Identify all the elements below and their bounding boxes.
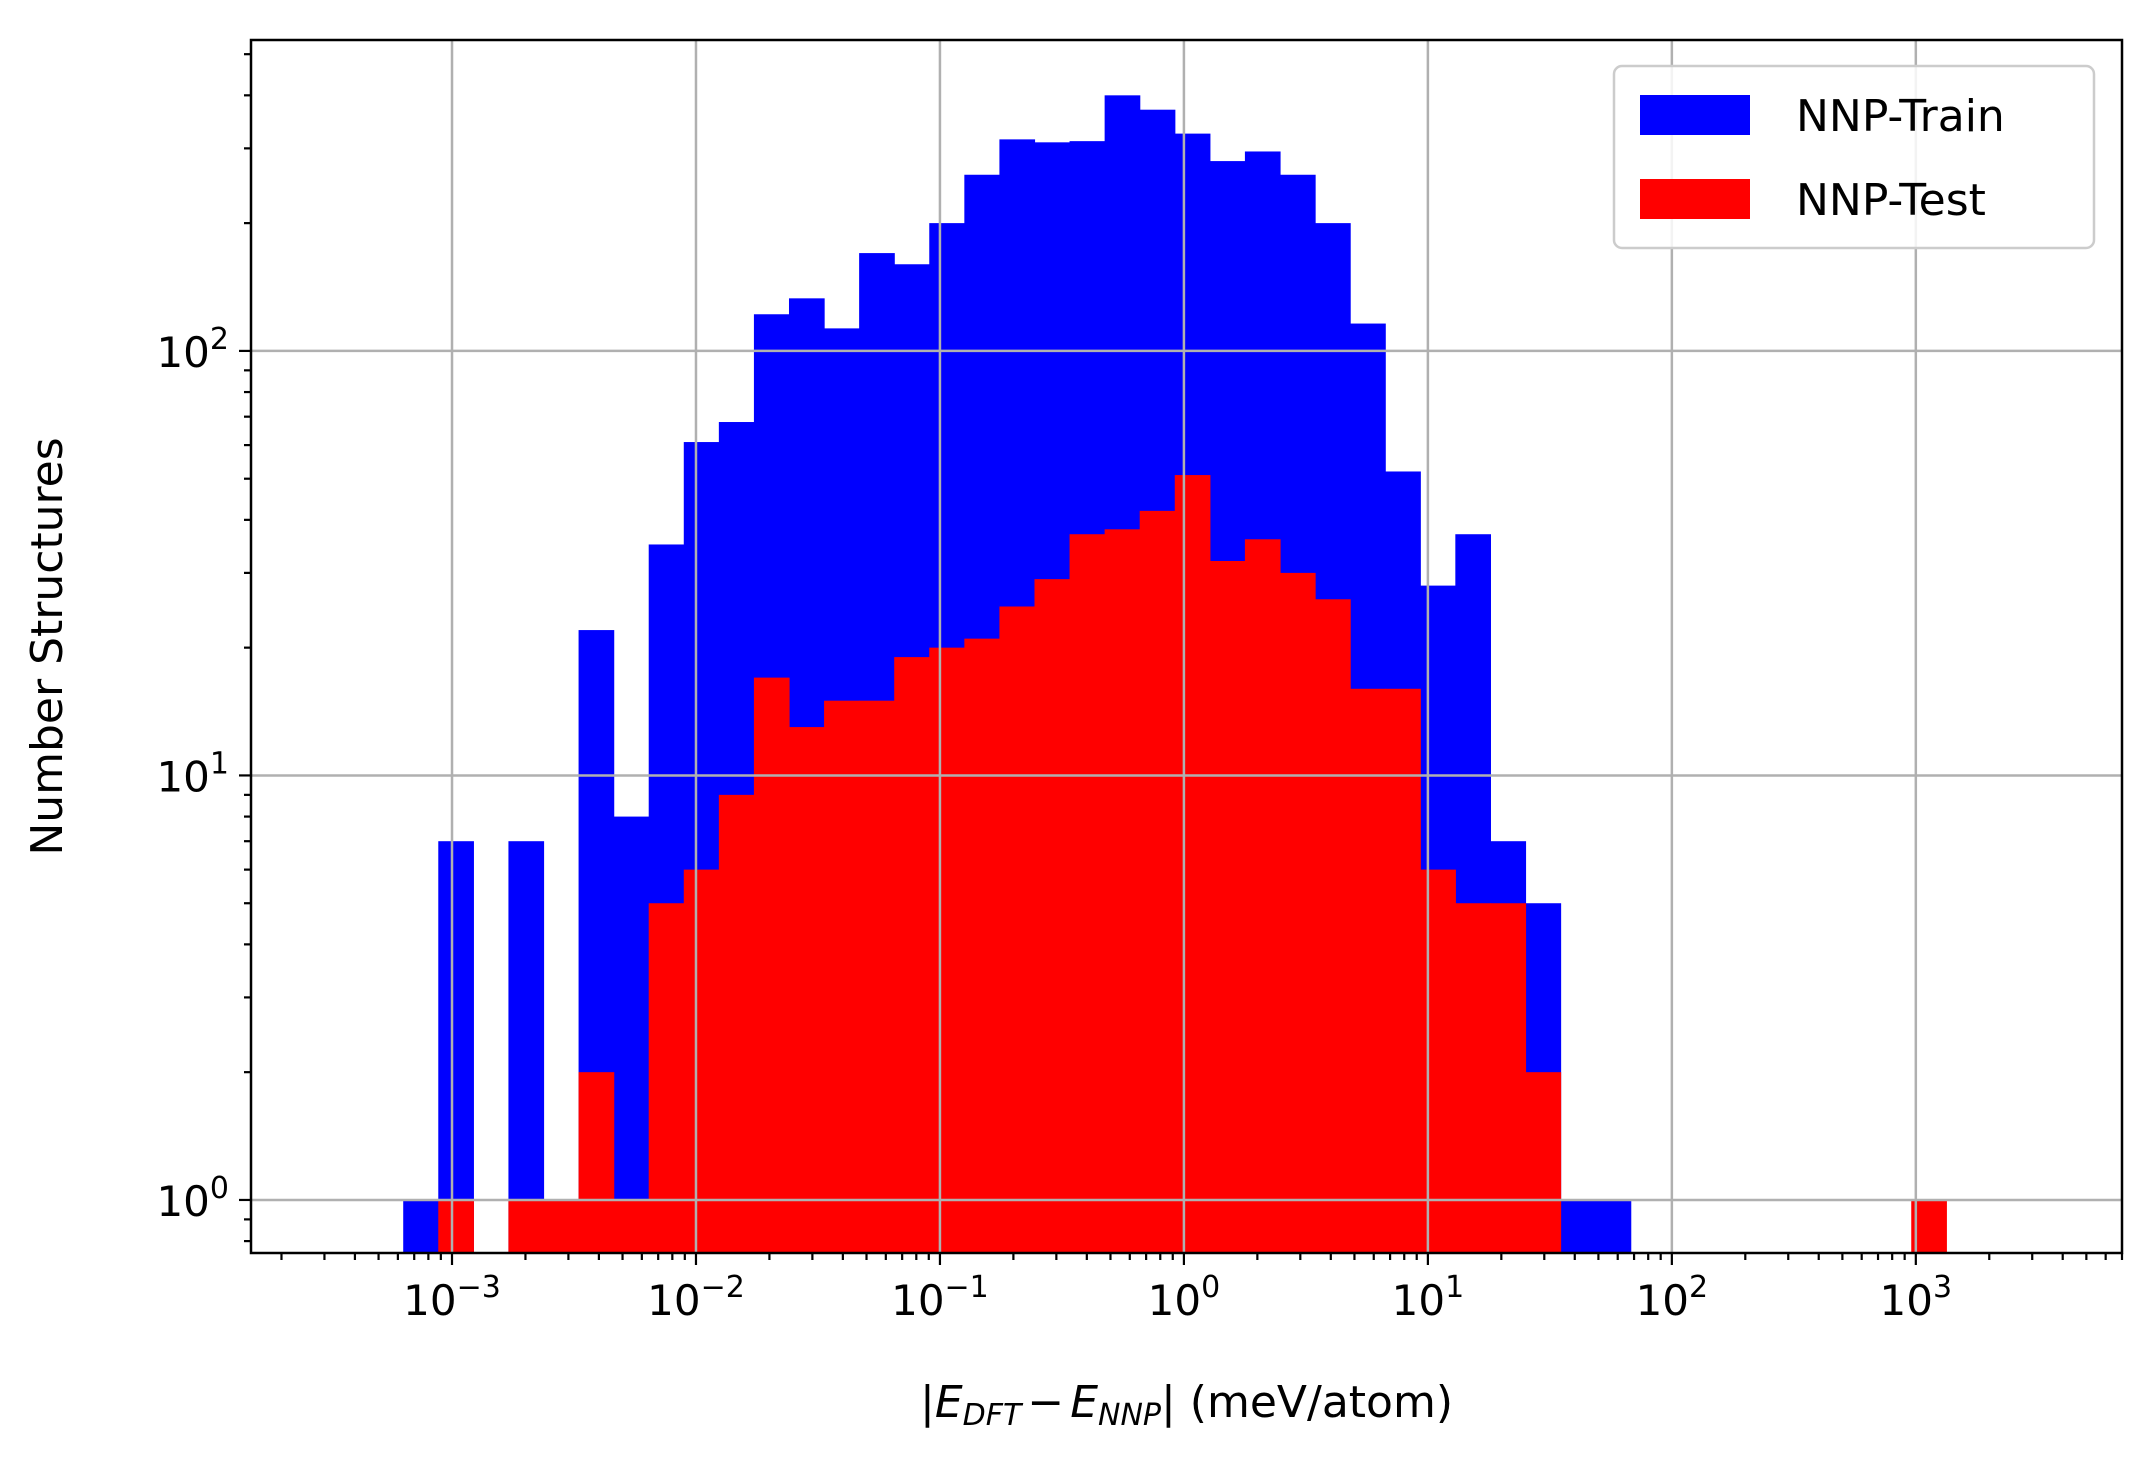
test-bar — [1455, 903, 1491, 1253]
test-bar — [788, 727, 825, 1253]
legend-swatch-train — [1640, 95, 1750, 135]
x-tick-label: 100 — [1148, 1270, 1221, 1325]
test-bar — [508, 1199, 545, 1253]
y-axis-label: Number Structures — [22, 437, 73, 855]
test-bar — [718, 794, 755, 1253]
x-axis-label-suffix: | (meV/atom) — [1161, 1377, 1453, 1428]
test-bar — [1350, 688, 1386, 1253]
test-bar — [1209, 560, 1246, 1253]
train-bar — [508, 841, 545, 1253]
test-bar — [1525, 1072, 1562, 1253]
y-tick-label: 100 — [156, 1171, 229, 1226]
test-bar — [894, 657, 930, 1253]
test-bar — [648, 903, 685, 1253]
test-bar — [859, 700, 895, 1253]
test-bar — [1104, 529, 1141, 1253]
test-bar — [1911, 1199, 1947, 1253]
test-bar — [999, 606, 1036, 1253]
legend: NNP-Train NNP-Test — [1612, 64, 2096, 250]
train-bar — [403, 1199, 439, 1253]
legend-label-test: NNP-Test — [1796, 175, 1986, 226]
x-axis-label-e1: E — [935, 1377, 963, 1428]
x-tick-label: 10−3 — [403, 1270, 501, 1325]
test-bar — [1034, 579, 1071, 1253]
legend-swatch-test — [1640, 179, 1750, 219]
test-bar — [1420, 869, 1456, 1253]
x-axis-label-minus: − — [1027, 1377, 1064, 1428]
y-tick-label: 102 — [156, 322, 229, 377]
x-axis-label-e2: E — [1070, 1377, 1098, 1428]
test-bar — [1315, 599, 1351, 1253]
x-axis-label-sub2: NNP — [1098, 1398, 1162, 1433]
test-bar — [824, 700, 860, 1253]
x-tick-label: 103 — [1880, 1270, 1953, 1325]
train-bar — [1595, 1199, 1632, 1253]
axis-ticks: 10−3 10−2 10−1 100 101 102 103 100 101 102 — [156, 53, 2124, 1325]
test-bar — [964, 638, 1001, 1253]
test-bar — [578, 1072, 615, 1253]
x-tick-label: 10−2 — [647, 1270, 745, 1325]
train-bar — [613, 816, 650, 1253]
x-axis-label-prefix: | — [920, 1377, 935, 1428]
test-bar — [683, 869, 720, 1253]
test-bar — [1385, 688, 1421, 1253]
test-bar — [1139, 510, 1176, 1253]
y-tick-label: 101 — [156, 746, 229, 801]
train-bar — [438, 841, 474, 1253]
test-bar — [438, 1199, 474, 1253]
x-axis-label-sub1: DFT — [963, 1398, 1024, 1433]
test-bar — [1279, 572, 1316, 1253]
test-bar — [1244, 539, 1281, 1253]
test-bar — [613, 1199, 650, 1253]
test-bar — [1069, 534, 1106, 1253]
test-bar — [1174, 475, 1211, 1253]
test-bar — [1490, 903, 1527, 1253]
x-tick-label: 102 — [1636, 1270, 1709, 1325]
train-bar — [1560, 1199, 1597, 1253]
test-bar — [929, 647, 965, 1253]
bars — [403, 95, 1947, 1254]
x-axis-label: |EDFT − ENNP| (meV/atom) — [920, 1377, 1453, 1433]
x-tick-label: 101 — [1392, 1270, 1465, 1325]
test-bar — [543, 1199, 580, 1253]
plot-frame — [249, 38, 2124, 1255]
x-tick-label: 10−1 — [891, 1270, 989, 1325]
test-bar — [753, 677, 790, 1253]
legend-label-train: NNP-Train — [1796, 91, 2005, 142]
